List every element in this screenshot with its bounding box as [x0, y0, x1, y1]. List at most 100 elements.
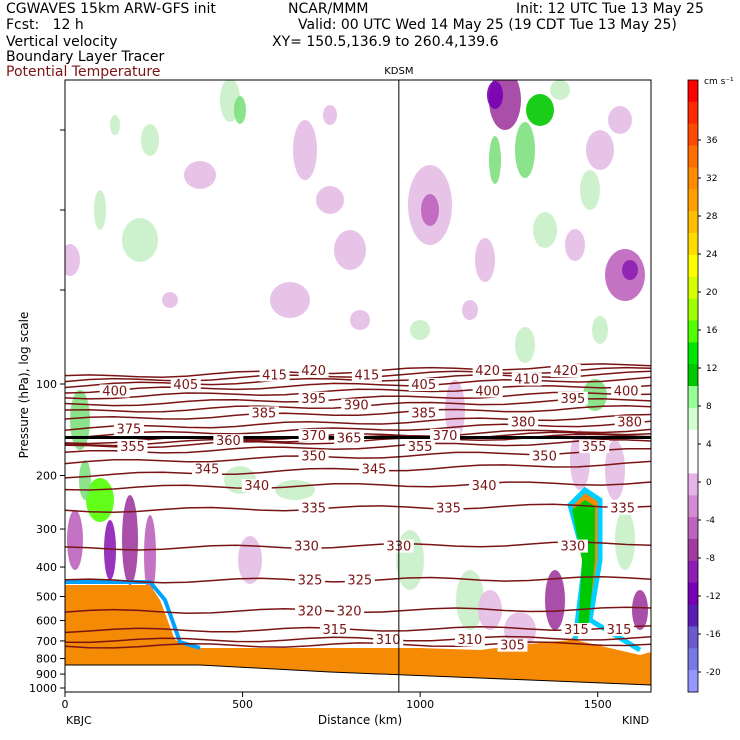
- colorbar-swatch: [688, 211, 698, 234]
- velocity-cell-5: [293, 120, 317, 180]
- theta-label-bg: [241, 479, 272, 493]
- colorbar-swatch: [688, 495, 698, 518]
- theta-label-bg: [408, 378, 439, 391]
- colorbar-swatch: [688, 364, 698, 387]
- colorbar-swatch: [688, 451, 698, 474]
- theta-contour-355: [65, 438, 651, 454]
- theta-label-bg: [604, 623, 635, 637]
- colorbar-tick-label: 0: [706, 478, 712, 488]
- colorbar-swatch: [688, 101, 698, 125]
- theta-label: 405: [173, 378, 198, 393]
- theta-contour-385: [65, 405, 651, 420]
- velocity-cell-55: [632, 590, 648, 630]
- theta-label: 330: [560, 540, 585, 555]
- theta-label: 335: [436, 502, 461, 517]
- theta-contour-345: [65, 460, 651, 479]
- velocity-cell-17: [526, 94, 554, 126]
- colorbar-tick-label: -12: [706, 592, 721, 602]
- y-tick-label: 700: [36, 635, 57, 648]
- velocity-cell-18: [515, 122, 535, 178]
- colorbar-swatch: [688, 539, 698, 562]
- theta-label-bg: [295, 604, 326, 618]
- theta-contour-400: [65, 384, 651, 400]
- theta-label: 340: [244, 479, 269, 494]
- station-mid: KDSM: [384, 66, 413, 77]
- org-label: NCAR/MMM: [288, 1, 369, 17]
- theta-label: 325: [347, 574, 372, 589]
- colorbar-tick-label: -8: [706, 554, 715, 564]
- velocity-cell-2: [141, 124, 159, 156]
- velocity-cell-7: [316, 186, 344, 214]
- terrain-ground: [65, 664, 651, 692]
- colorbar-swatch: [688, 473, 698, 496]
- theta-label: 315: [564, 623, 589, 638]
- theta-label-bg: [248, 406, 279, 420]
- colorbar-tick-label: -20: [706, 668, 721, 678]
- theta-label: 355: [582, 440, 607, 455]
- theta-label-bg: [607, 501, 638, 515]
- y-tick-label: 200: [36, 470, 57, 483]
- colorbar-swatch: [688, 298, 698, 321]
- colorbar-swatch: [688, 582, 698, 606]
- theta-label: 350: [532, 450, 557, 465]
- y-tick-label: 600: [36, 615, 57, 628]
- theta-label: 400: [614, 384, 639, 399]
- theta-label-bg: [430, 428, 461, 442]
- theta-label: 365: [337, 432, 362, 447]
- colorbar-swatch: [688, 320, 698, 343]
- colorbar-swatch: [688, 123, 698, 147]
- velocity-cell-42: [122, 495, 138, 585]
- theta-label-bg: [579, 440, 610, 454]
- theta-label: 315: [323, 623, 348, 638]
- x-tick-label: 0: [62, 698, 69, 711]
- velocity-cell-30: [334, 230, 366, 270]
- velocity-cell-29: [462, 300, 478, 320]
- colorbar-tick-label: 24: [706, 250, 718, 260]
- x-tick-label: 1000: [406, 698, 434, 711]
- colorbar-tick-label: -4: [706, 516, 715, 526]
- theta-label: 370: [301, 429, 326, 444]
- y-tick-label: 500: [36, 590, 57, 603]
- plot-frame: [64, 79, 652, 693]
- theta-label: 345: [362, 463, 387, 478]
- colorbar-swatch: [688, 517, 698, 540]
- theta-label: 420: [553, 364, 578, 379]
- theta-label-bg: [319, 623, 350, 637]
- colorbar-tick-label: -16: [706, 630, 721, 640]
- theta-label: 410: [514, 373, 539, 388]
- theta-label-bg: [341, 398, 372, 412]
- velocity-cell-34: [592, 316, 608, 344]
- velocity-cell-49: [456, 570, 484, 630]
- colorbar-tick-label: 20: [706, 288, 718, 298]
- theta-label: 385: [251, 406, 276, 421]
- velocity-cell-8: [94, 190, 106, 230]
- distance-axis: 0 500 1000 1500: [62, 692, 612, 711]
- theta-label: 385: [411, 406, 436, 421]
- valid-time: Valid: 00 UTC Wed 14 May 25 (19 CDT Tue …: [298, 17, 677, 33]
- init-time: Init: 12 UTC Tue 13 May 25: [516, 1, 704, 17]
- colorbar-swatch: [688, 560, 698, 584]
- theta-label-bg: [117, 440, 148, 454]
- velocity-cell-26: [533, 212, 557, 248]
- potential-temperature-labels: 415 420 415 420 410 420 405 400 405 400 400 395 390 3…: [99, 364, 645, 654]
- y-tick-label: 400: [36, 561, 57, 574]
- theta-label: 405: [411, 378, 436, 393]
- theta-label: 400: [102, 384, 127, 399]
- theta-label: 395: [301, 392, 326, 407]
- colorbar-swatch: [688, 254, 698, 278]
- theta-label-bg: [405, 440, 436, 454]
- theta-label: 315: [607, 623, 632, 638]
- colorbar-tick-label: 36: [706, 136, 718, 146]
- theta-label-bg: [334, 431, 365, 445]
- theta-label-bg: [611, 384, 642, 398]
- colorbar-unit: cm s⁻¹: [704, 77, 734, 87]
- velocity-cell-11: [162, 292, 178, 308]
- theta-label: 415: [354, 368, 379, 383]
- theta-label-bg: [472, 384, 503, 398]
- colorbar-swatch: [688, 429, 698, 453]
- y-axis-title: Pressure (hPa), log scale: [17, 312, 31, 459]
- theta-label-bg: [113, 422, 144, 436]
- station-right: KIND: [622, 714, 649, 727]
- colorbar-swatch: [688, 407, 698, 431]
- vertical-velocity-field: [65, 80, 648, 648]
